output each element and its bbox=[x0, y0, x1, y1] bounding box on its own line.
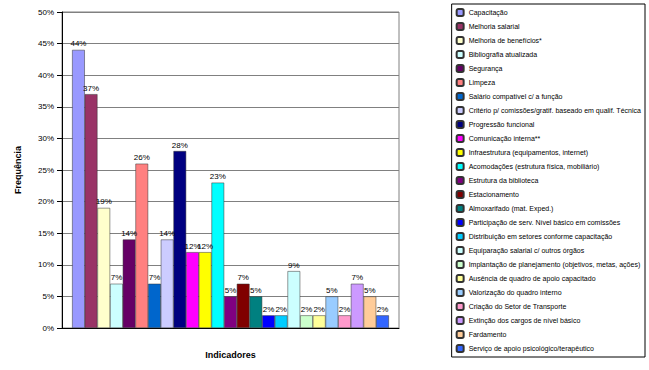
svg-text:Ausência de quadro de apoio ca: Ausência de quadro de apoio capacitado bbox=[469, 275, 596, 283]
svg-text:7%: 7% bbox=[351, 273, 363, 282]
svg-text:Infraestrutura (equipamentos,: Infraestrutura (equipamentos, internet) bbox=[469, 149, 588, 157]
svg-text:Estrutura da biblioteca: Estrutura da biblioteca bbox=[469, 177, 539, 184]
svg-text:5%: 5% bbox=[250, 286, 262, 295]
svg-text:37%: 37% bbox=[83, 84, 99, 93]
svg-text:19%: 19% bbox=[96, 197, 112, 206]
svg-text:Bibliografia atualizada: Bibliografia atualizada bbox=[469, 51, 538, 59]
svg-text:10%: 10% bbox=[38, 260, 54, 269]
svg-text:Progressão funcional: Progressão funcional bbox=[469, 121, 535, 129]
svg-text:14%: 14% bbox=[121, 229, 137, 238]
svg-text:Melhoria salarial: Melhoria salarial bbox=[469, 23, 520, 30]
svg-text:23%: 23% bbox=[210, 172, 226, 181]
svg-text:Acomodações (estrutura física,: Acomodações (estrutura física, mobiliári… bbox=[469, 163, 600, 171]
svg-text:7%: 7% bbox=[149, 273, 161, 282]
svg-text:12%: 12% bbox=[197, 242, 213, 251]
svg-text:Indicadores: Indicadores bbox=[205, 350, 256, 360]
svg-text:2%: 2% bbox=[301, 305, 313, 314]
svg-text:Distribuição em setores confor: Distribuição em setores conforme capacit… bbox=[469, 233, 613, 241]
svg-text:40%: 40% bbox=[38, 71, 54, 80]
svg-text:Critério p/ comissões/gratif.: Critério p/ comissões/gratif. baseado em… bbox=[469, 107, 641, 115]
svg-text:2%: 2% bbox=[263, 305, 275, 314]
svg-text:7%: 7% bbox=[111, 273, 123, 282]
svg-text:7%: 7% bbox=[237, 273, 249, 282]
svg-text:50%: 50% bbox=[38, 8, 54, 17]
svg-text:Limpeza: Limpeza bbox=[469, 79, 496, 87]
svg-text:9%: 9% bbox=[288, 261, 300, 270]
svg-text:Comunicação interna**: Comunicação interna** bbox=[469, 135, 541, 143]
svg-text:Implantação de planejamento (o: Implantação de planejamento (objetivos, … bbox=[469, 261, 641, 269]
svg-text:5%: 5% bbox=[225, 286, 237, 295]
svg-text:25%: 25% bbox=[38, 166, 54, 175]
svg-text:0%: 0% bbox=[42, 324, 54, 333]
svg-text:Melhoria de benefícios*: Melhoria de benefícios* bbox=[469, 37, 542, 44]
svg-text:Fardamento: Fardamento bbox=[469, 331, 507, 338]
svg-text:30%: 30% bbox=[38, 134, 54, 143]
svg-text:2%: 2% bbox=[377, 305, 389, 314]
svg-text:45%: 45% bbox=[38, 39, 54, 48]
svg-text:5%: 5% bbox=[326, 286, 338, 295]
svg-text:15%: 15% bbox=[38, 229, 54, 238]
svg-text:Segurança: Segurança bbox=[469, 65, 503, 73]
svg-text:5%: 5% bbox=[364, 286, 376, 295]
svg-text:Estacionamento: Estacionamento bbox=[469, 191, 519, 198]
svg-text:Criação do Setor de Transporte: Criação do Setor de Transporte bbox=[469, 303, 567, 311]
svg-text:Capacitação: Capacitação bbox=[469, 9, 508, 17]
svg-text:Participação de serv. Nível bá: Participação de serv. Nível básico em co… bbox=[469, 219, 621, 227]
svg-text:Salário compatível c/ a função: Salário compatível c/ a função bbox=[469, 93, 563, 101]
svg-text:Valorização do quadro interno: Valorização do quadro interno bbox=[469, 289, 562, 297]
svg-text:44%: 44% bbox=[70, 39, 86, 48]
svg-text:14%: 14% bbox=[159, 229, 175, 238]
svg-text:28%: 28% bbox=[172, 141, 188, 150]
svg-text:35%: 35% bbox=[38, 102, 54, 111]
svg-text:26%: 26% bbox=[134, 153, 150, 162]
svg-text:2%: 2% bbox=[313, 305, 325, 314]
svg-text:2%: 2% bbox=[275, 305, 287, 314]
svg-text:12%: 12% bbox=[184, 241, 201, 251]
svg-text:Extinção dos cargos de nível b: Extinção dos cargos de nível básico bbox=[469, 317, 581, 325]
svg-text:Serviço de apoio psicológico/t: Serviço de apoio psicológico/terapêutico bbox=[469, 345, 594, 353]
svg-text:Frequência: Frequência bbox=[13, 145, 23, 194]
svg-text:5%: 5% bbox=[42, 292, 54, 301]
svg-text:20%: 20% bbox=[38, 197, 54, 206]
svg-text:Equiparação salarial c/ outros: Equiparação salarial c/ outros órgãos bbox=[469, 247, 585, 255]
svg-text:Almoxarifado (mat. Exped.): Almoxarifado (mat. Exped.) bbox=[469, 205, 554, 213]
svg-text:2%: 2% bbox=[339, 305, 351, 314]
